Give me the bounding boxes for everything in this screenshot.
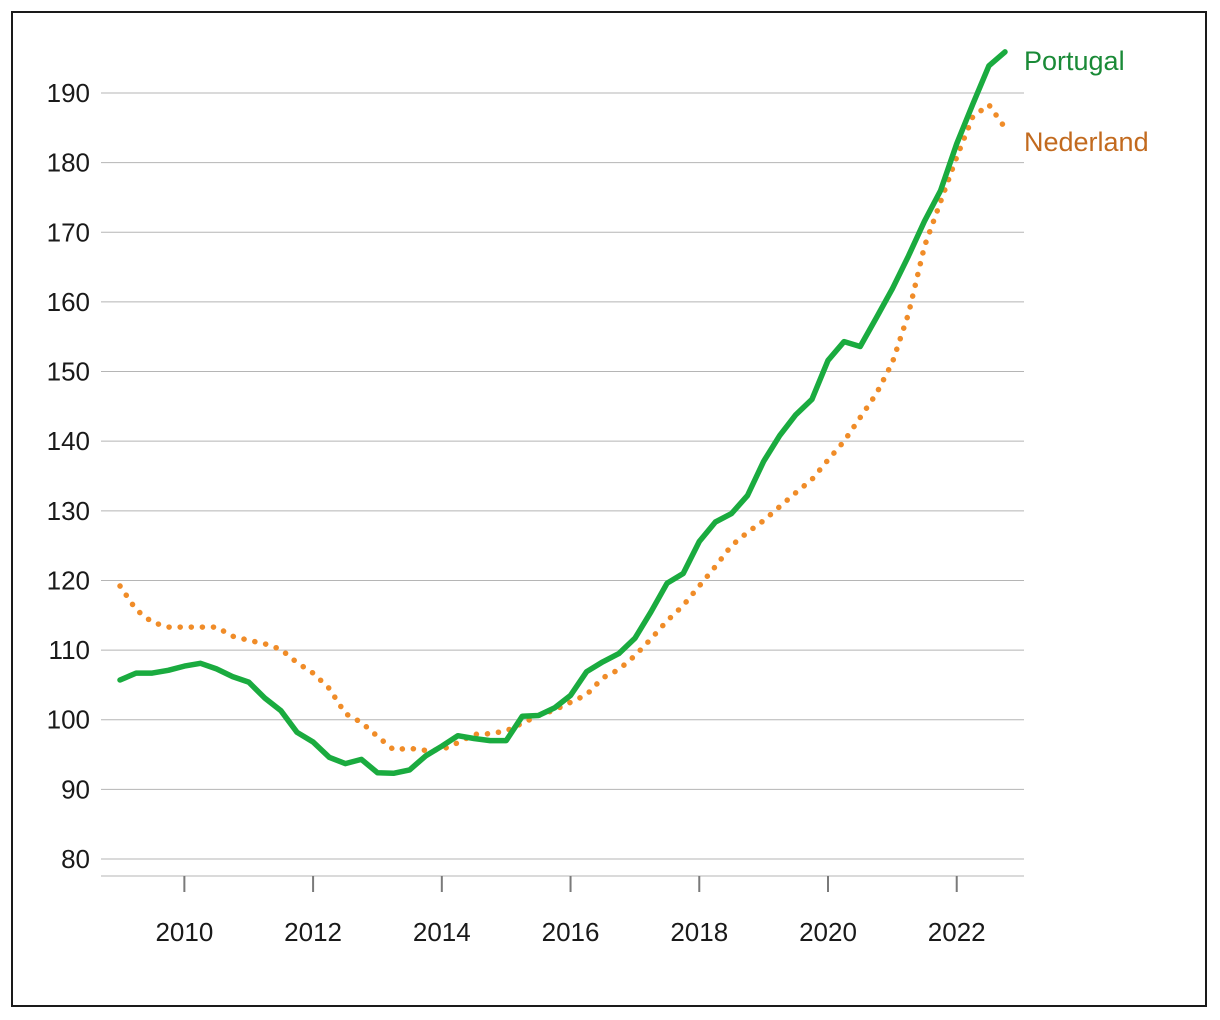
y-tick-label: 170 bbox=[47, 217, 90, 247]
x-tick-label: 2016 bbox=[542, 917, 600, 947]
x-tick-label: 2010 bbox=[155, 917, 213, 947]
y-tick-label: 130 bbox=[47, 496, 90, 526]
y-tick-label: 80 bbox=[61, 844, 90, 874]
y-tick-label: 190 bbox=[47, 78, 90, 108]
y-tick-label: 90 bbox=[61, 774, 90, 804]
y-tick-label: 180 bbox=[47, 148, 90, 178]
y-tick-label: 150 bbox=[47, 357, 90, 387]
series-line-portugal bbox=[117, 49, 1008, 777]
x-tick-label: 2012 bbox=[284, 917, 342, 947]
series-label-nederland: Nederland bbox=[1024, 127, 1149, 157]
x-tick-label: 2020 bbox=[799, 917, 857, 947]
x-tick-label: 2018 bbox=[670, 917, 728, 947]
series-label-portugal: Portugal bbox=[1024, 46, 1125, 76]
series-lines bbox=[117, 49, 1008, 777]
series-line-nederland bbox=[117, 102, 1008, 754]
gridlines bbox=[101, 92, 1024, 860]
chart-frame bbox=[11, 11, 1207, 1007]
y-axis: 80 90 100 110 120 130 140 150 160 170 180 190 bbox=[47, 78, 90, 874]
x-tick-label: 2014 bbox=[413, 917, 471, 947]
x-tick-label: 2022 bbox=[928, 917, 986, 947]
y-tick-label: 160 bbox=[47, 287, 90, 317]
y-tick-label: 120 bbox=[47, 565, 90, 595]
x-axis: 2010 2012 2014 2016 2018 2020 2022 bbox=[101, 875, 1024, 947]
y-tick-label: 100 bbox=[47, 705, 90, 735]
y-tick-label: 110 bbox=[49, 635, 90, 665]
y-tick-label: 140 bbox=[47, 426, 90, 456]
series-labels: Portugal Nederland bbox=[1024, 46, 1149, 157]
